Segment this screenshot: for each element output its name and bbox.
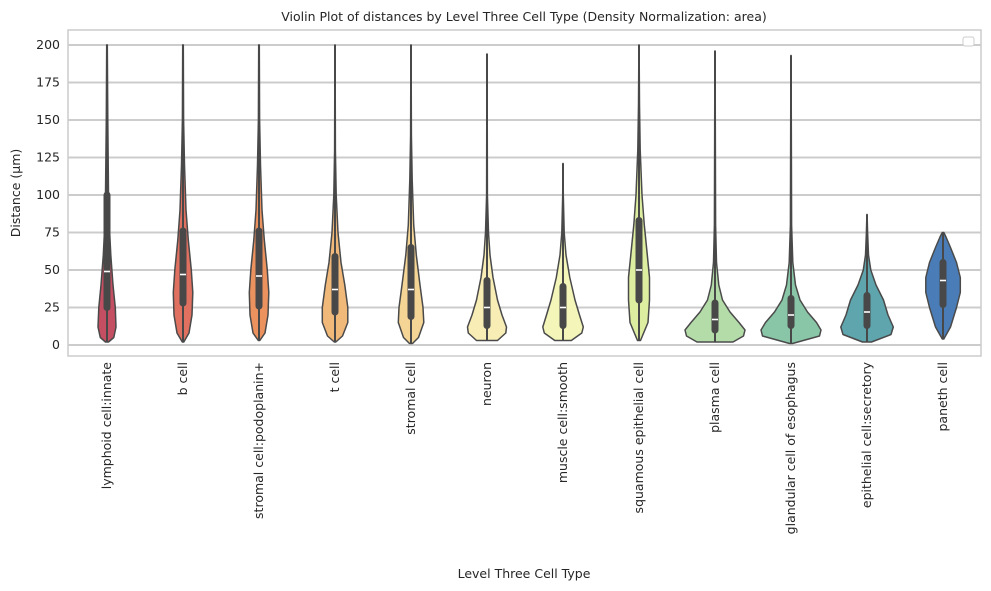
x-tick-label: lymphoid cell:innate [99, 362, 114, 490]
x-tick-label: glandular cell of esophagus [783, 362, 798, 534]
violin-plasma-cell [684, 50, 746, 343]
violin-glandular-cell-of-esophagus [760, 54, 822, 345]
legend-box [962, 36, 975, 47]
violin-muscle-cell-smooth [542, 162, 585, 342]
plot-frame [67, 29, 982, 357]
x-tick-label: epithelial cell:secretory [859, 361, 874, 508]
violin-neuron [466, 53, 508, 342]
violin-stromal-cell-podoplanin- [248, 44, 270, 342]
y-tick-label: 50 [44, 262, 60, 277]
y-tick-label: 0 [52, 337, 60, 352]
violin-paneth-cell [925, 231, 962, 340]
violin-lymphoid-cell-innate [97, 44, 117, 343]
chart-title: Violin Plot of distances by Level Three … [281, 9, 767, 24]
y-tick-label: 150 [36, 112, 60, 127]
violin-b-cell [172, 44, 194, 343]
y-tick-label: 200 [36, 37, 60, 52]
x-tick-label: b cell [175, 362, 190, 395]
x-tick-label: plasma cell [707, 362, 722, 433]
x-tick-label: t cell [327, 362, 342, 392]
x-tick-label: muscle cell:smooth [555, 362, 570, 483]
violin-stromal-cell [397, 44, 425, 345]
violin-squamous-epithelial-cell [627, 44, 651, 342]
x-tick-label: stromal cell:podoplanin+ [251, 362, 266, 519]
x-tick-label: squamous epithelial cell [631, 362, 646, 513]
y-tick-label: 125 [36, 150, 60, 165]
y-tick-label: 25 [44, 300, 60, 315]
y-tick-label: 75 [44, 225, 60, 240]
x-axis-label: Level Three Cell Type [458, 566, 591, 581]
x-tick-label: neuron [479, 362, 494, 406]
y-tick-label: 175 [36, 75, 60, 90]
violin-t-cell [321, 44, 349, 343]
x-tick-label: stromal cell [403, 362, 418, 435]
y-axis-label: Distance (µm) [8, 149, 23, 238]
violin-epithelial-cell-secretory [840, 213, 895, 343]
x-tick-label: paneth cell [935, 362, 950, 432]
y-tick-label: 100 [36, 187, 60, 202]
